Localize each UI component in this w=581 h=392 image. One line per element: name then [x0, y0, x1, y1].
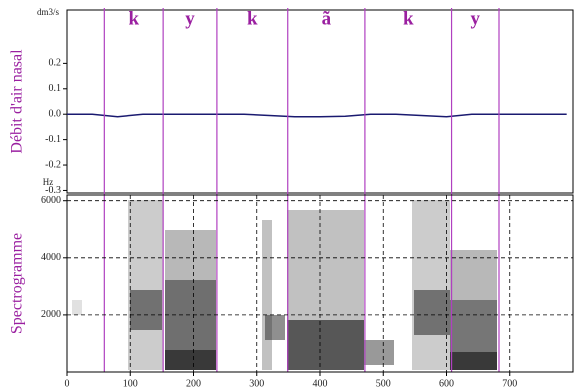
x-tick-label: 400: [313, 378, 328, 389]
y-tick-label: 4000: [41, 252, 61, 263]
segment-label: k: [128, 8, 139, 29]
y-tick-label: 2000: [41, 309, 61, 320]
x-tick-label: 200: [186, 378, 201, 389]
x-tick-label: 600: [439, 378, 454, 389]
unit-label: Hz: [43, 177, 54, 187]
spectrogram-image: [72, 200, 497, 370]
x-tick-label: 100: [123, 378, 138, 389]
y-tick-label: -0.1: [45, 134, 61, 145]
segment-label: k: [403, 8, 414, 29]
segment-label: k: [247, 8, 258, 29]
unit-label: dm3/s: [37, 7, 60, 17]
y-axis-label: Débit d'air nasal: [9, 49, 26, 154]
y-tick-label: 0.2: [49, 58, 62, 69]
airflow-line: [67, 113, 567, 118]
segment-label: y: [471, 8, 481, 29]
y-tick-label: 0.1: [49, 83, 62, 94]
segment-label: ã: [322, 8, 332, 29]
y-tick-label: -0.3: [45, 185, 61, 196]
y-tick-label: -0.2: [45, 159, 61, 170]
y-tick-label: 0.0: [49, 109, 62, 120]
x-tick-label: 500: [376, 378, 391, 389]
y-axis-label: Spectrogramme: [9, 233, 26, 334]
x-tick-label: 300: [249, 378, 264, 389]
x-tick-label: 700: [502, 378, 517, 389]
plot-frame: [66, 9, 574, 194]
y-tick-label: 6000: [41, 195, 61, 206]
segment-label: y: [185, 8, 195, 29]
x-tick-label: 0: [65, 378, 70, 389]
